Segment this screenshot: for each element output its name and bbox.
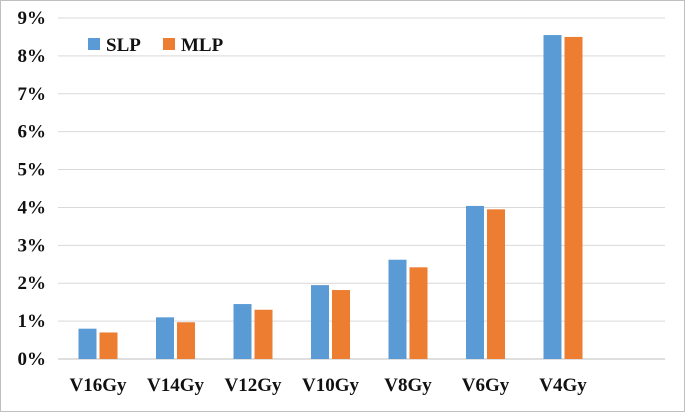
x-axis-ticks: V16Gy V14Gy V12Gy V10Gy V8Gy V6Gy V4Gy — [70, 375, 588, 396]
y-tick-label: 3% — [18, 235, 47, 256]
bar-slp-v14gy — [156, 317, 174, 359]
x-tick-label: V12Gy — [225, 375, 283, 396]
y-tick-label: 2% — [18, 273, 47, 294]
legend: SLP MLP — [88, 35, 224, 56]
y-tick-label: 9% — [18, 8, 47, 29]
y-tick-label: 5% — [18, 160, 47, 181]
bar-mlp-v16gy — [99, 332, 118, 359]
x-tick-label: V14Gy — [147, 375, 205, 396]
x-tick-label: V16Gy — [70, 375, 128, 396]
bar-mlp-v8gy — [409, 267, 428, 359]
bar-mlp-v4gy — [564, 36, 583, 359]
bar-mlp-v12gy — [254, 309, 273, 359]
x-tick-label: V8Gy — [384, 375, 432, 396]
bars — [78, 35, 583, 360]
bar-mlp-v10gy — [332, 290, 350, 359]
y-tick-label: 6% — [18, 122, 47, 143]
bar-mlp-v14gy — [177, 322, 195, 359]
bar-slp-v6gy — [466, 205, 484, 359]
bar-slp-v16gy — [78, 328, 97, 359]
x-tick-label: V10Gy — [302, 375, 360, 396]
y-axis-ticks: 0% 1% 2% 3% 4% 5% 6% 7% 8% 9% — [18, 8, 47, 370]
legend-label-slp: SLP — [106, 35, 141, 56]
y-tick-label: 4% — [18, 197, 47, 218]
y-tick-label: 1% — [18, 311, 47, 332]
y-tick-label: 8% — [18, 46, 47, 67]
bar-slp-v12gy — [233, 304, 252, 359]
x-tick-label: V6Gy — [462, 375, 510, 396]
legend-label-mlp: MLP — [181, 35, 224, 56]
bar-slp-v8gy — [388, 259, 407, 359]
y-tick-label: 7% — [18, 84, 47, 105]
y-tick-label: 0% — [18, 349, 47, 370]
bar-slp-v4gy — [543, 35, 562, 360]
bar-slp-v10gy — [311, 285, 329, 359]
x-tick-label: V4Gy — [539, 375, 587, 396]
bar-mlp-v6gy — [487, 209, 505, 359]
legend-swatch-slp — [88, 38, 100, 50]
legend-swatch-mlp — [163, 38, 175, 50]
